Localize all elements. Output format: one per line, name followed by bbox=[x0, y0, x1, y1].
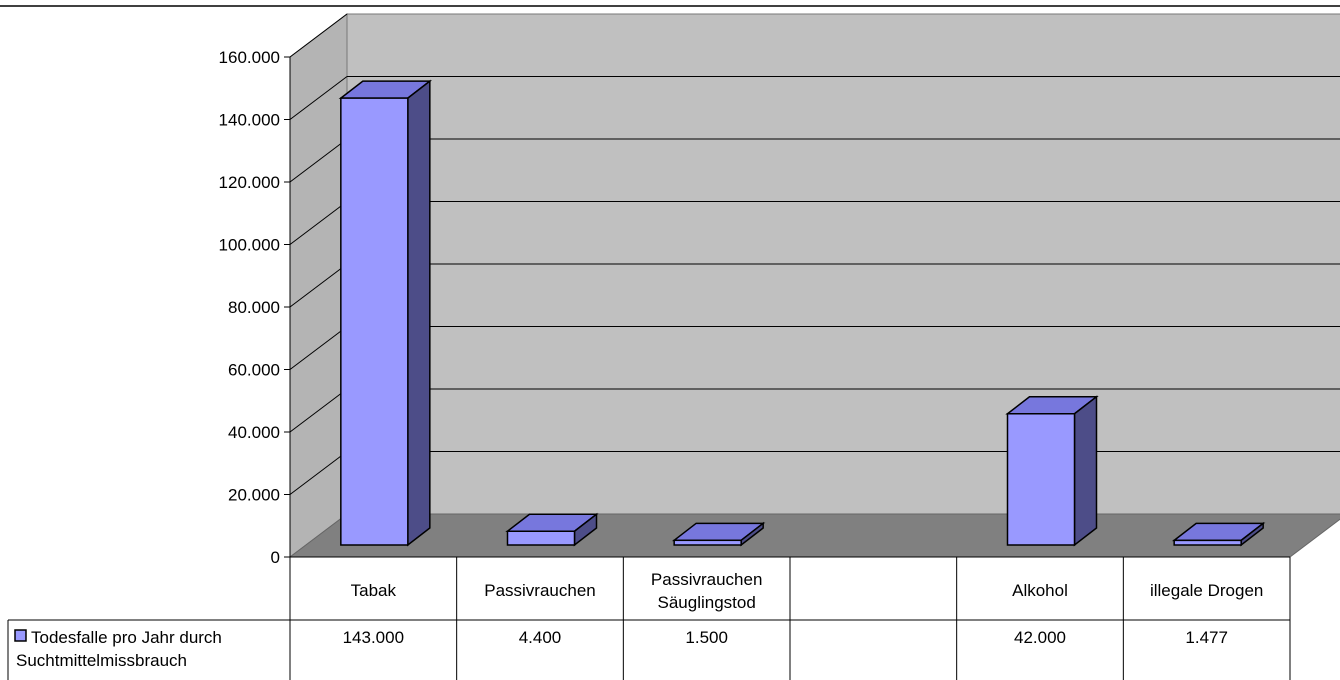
gridline-side bbox=[289, 388, 348, 433]
bar-side bbox=[407, 79, 431, 547]
category-label: Säuglingstod bbox=[658, 593, 756, 612]
gridline-side bbox=[289, 326, 348, 370]
bar bbox=[1005, 395, 1099, 547]
gridlines bbox=[289, 13, 1340, 495]
y-tick-label: 20.000 bbox=[228, 486, 280, 505]
gridline-side bbox=[289, 76, 348, 120]
gridline-side bbox=[289, 263, 348, 308]
category-label: Passivrauchen bbox=[484, 581, 596, 600]
category-label: illegale Drogen bbox=[1150, 581, 1263, 600]
category-label: Alkohol bbox=[1012, 581, 1068, 600]
bar-front bbox=[340, 97, 409, 546]
y-tick-label: 120.000 bbox=[219, 173, 280, 192]
bar-front bbox=[506, 530, 576, 546]
bar-series bbox=[338, 79, 1266, 547]
bar bbox=[671, 521, 766, 547]
gridline-side bbox=[289, 138, 348, 183]
bar bbox=[338, 79, 433, 547]
bar-front bbox=[1173, 539, 1242, 546]
y-axis: 0 20.000 40.000 60.000 80.000 100.000 120.000 1… bbox=[219, 48, 291, 567]
y-tick-label: 40.000 bbox=[228, 423, 280, 442]
category-label: Tabak bbox=[351, 581, 397, 600]
bar bbox=[1171, 521, 1266, 547]
legend-key bbox=[14, 629, 27, 642]
category-label: Passivrauchen bbox=[651, 570, 763, 589]
bar-front bbox=[1006, 413, 1076, 546]
data-table: Tabak Passivrauchen Passivrauchen Säuglings… bbox=[7, 556, 1291, 680]
y-tick-label: 60.000 bbox=[228, 361, 280, 380]
data-label: 42.000 bbox=[1014, 628, 1066, 647]
y-tick-label: 140.000 bbox=[219, 111, 280, 130]
y-tick-label: 80.000 bbox=[228, 298, 280, 317]
legend-label: Suchtmittelmissbrauch bbox=[16, 651, 187, 670]
bar bbox=[505, 512, 599, 547]
chart-walls bbox=[0, 5, 1340, 559]
gridline-side bbox=[289, 13, 348, 58]
data-label: 4.400 bbox=[519, 628, 562, 647]
legend-label: Todesfalle pro Jahr durch bbox=[31, 628, 222, 647]
bar-side bbox=[1073, 395, 1098, 547]
y-tick-label: 100.000 bbox=[219, 236, 280, 255]
gridline-side bbox=[289, 201, 348, 245]
data-label: 1.477 bbox=[1185, 628, 1228, 647]
gridline-side bbox=[289, 451, 348, 495]
data-label: 143.000 bbox=[343, 628, 404, 647]
y-tick-label: 160.000 bbox=[219, 48, 280, 67]
data-label: 1.500 bbox=[685, 628, 728, 647]
y-tick-label: 0 bbox=[271, 548, 280, 567]
bar-front bbox=[673, 539, 742, 546]
